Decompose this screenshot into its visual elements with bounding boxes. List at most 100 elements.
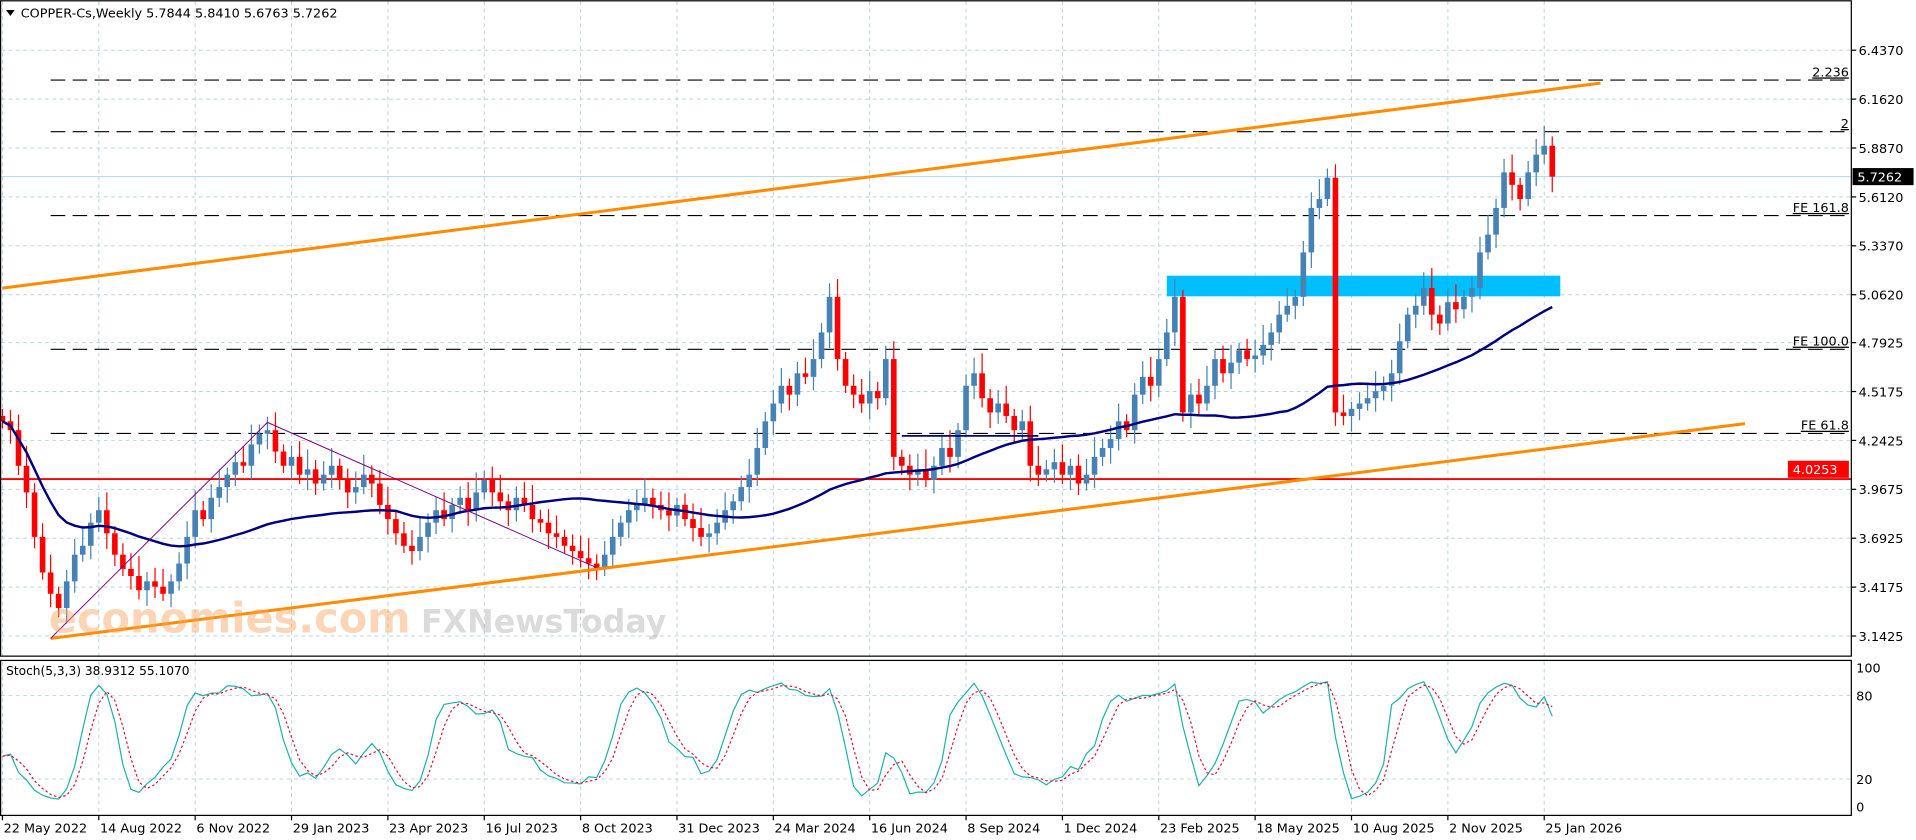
candle-body (160, 586, 166, 594)
candle-body (152, 581, 158, 587)
candle-body (786, 385, 793, 395)
time-tick-label: 6 Nov 2022 (196, 821, 270, 836)
candle-body (23, 465, 30, 493)
candle-body (47, 572, 54, 594)
candle-body (995, 403, 1001, 413)
candle-body (778, 385, 785, 404)
candle-body (553, 533, 560, 537)
time-tick-label: 8 Sep 2024 (967, 821, 1040, 836)
stoch-main-line (2, 680, 1553, 800)
candle-body (1268, 332, 1275, 345)
candle-body (87, 522, 94, 546)
candle-body (1188, 394, 1194, 413)
candle-body (192, 510, 198, 537)
candle-body (1051, 462, 1058, 470)
candle-body (216, 487, 223, 498)
candles (0, 125, 1556, 624)
candle-body (144, 581, 150, 591)
candle-body (200, 510, 207, 520)
candle-body (971, 373, 977, 386)
stoch-label: Stoch(5,3,3) 38.9312 55.1070 (6, 664, 189, 678)
candle-body (409, 545, 415, 552)
candle-body (1212, 359, 1218, 386)
time-tick-label: 10 Aug 2025 (1353, 821, 1435, 836)
candle-body (441, 510, 447, 520)
candle-body (1003, 403, 1010, 416)
candle-body (1131, 394, 1138, 431)
time-tick-label: 2 Nov 2025 (1449, 821, 1523, 836)
fibo-level-label: 2.236 (1812, 65, 1849, 80)
price-tick-label: 4.5175 (1859, 385, 1904, 400)
lower-channel-line (50, 422, 1746, 640)
candle-body (55, 593, 62, 609)
candle-body (842, 359, 849, 386)
candle-body (882, 359, 889, 399)
candle-body (923, 469, 929, 480)
price-tick-label: 5.0620 (1859, 289, 1904, 304)
candle-body (810, 359, 817, 377)
candle-body (529, 504, 536, 520)
overlays (1, 81, 1746, 640)
candle-body (1469, 287, 1475, 297)
candle-body (79, 545, 86, 555)
candle-body (650, 497, 656, 505)
candle-body (561, 536, 568, 546)
candle-body (224, 474, 231, 488)
moving-average-line (1, 305, 1553, 548)
watermark-logo: economies.com (49, 593, 411, 642)
candle-body (320, 474, 327, 484)
support-price-badge (1787, 460, 1849, 478)
candle-body (746, 474, 753, 488)
candle-body (360, 474, 367, 488)
candle-body (625, 510, 632, 523)
candle-body (288, 456, 295, 466)
time-tick-label: 23 Feb 2025 (1160, 821, 1240, 836)
time-tick-label: 23 Apr 2023 (389, 821, 468, 836)
stoch-pane-frame (0, 659, 1852, 817)
candle-body (537, 519, 544, 523)
candle-body (1300, 252, 1307, 297)
price-tick-label: 4.2425 (1859, 434, 1904, 449)
fibo-level-label: FE 100.0 (1793, 335, 1849, 350)
price-tick-label: 3.6925 (1859, 532, 1904, 547)
candle-body (385, 504, 391, 520)
candle-body (858, 394, 865, 404)
candle-body (834, 296, 841, 360)
candle-body (280, 451, 287, 466)
candle-body (256, 433, 263, 445)
candle-body (95, 510, 102, 523)
candle-body (377, 483, 383, 505)
candle-body (1284, 305, 1291, 315)
price-tick-label: 3.9675 (1859, 483, 1904, 498)
candle-body (1276, 314, 1283, 333)
candle-body (818, 332, 825, 360)
grid (1, 1, 1852, 815)
price-tick-label: 5.8870 (1859, 142, 1904, 157)
candle-body (1525, 172, 1531, 200)
candle-body (104, 510, 110, 534)
triangle-trendline (50, 421, 597, 639)
candle-body (1220, 359, 1226, 374)
candle-body (136, 576, 142, 591)
main-pane-frame (0, 0, 1852, 657)
candle-body (112, 533, 118, 555)
candle-body (352, 487, 359, 493)
candle-body (947, 447, 953, 457)
stoch-level-label: 0 (1856, 801, 1864, 816)
stoch-signal-line (2, 681, 1553, 799)
candle-body (1340, 412, 1347, 416)
collapse-triangle-icon[interactable] (6, 9, 15, 17)
candle-body (328, 465, 335, 475)
candle-body (642, 497, 648, 505)
price-tick-label: 4.7925 (1859, 337, 1904, 352)
candle-body (1228, 362, 1234, 374)
time-tick-label: 31 Dec 2023 (678, 821, 760, 836)
candle-body (545, 522, 552, 534)
time-tick-label: 16 Jun 2024 (871, 821, 948, 836)
candle-body (1493, 207, 1499, 235)
candle-body (1533, 154, 1539, 173)
candle-body (1316, 199, 1323, 208)
candle-body (987, 398, 993, 413)
